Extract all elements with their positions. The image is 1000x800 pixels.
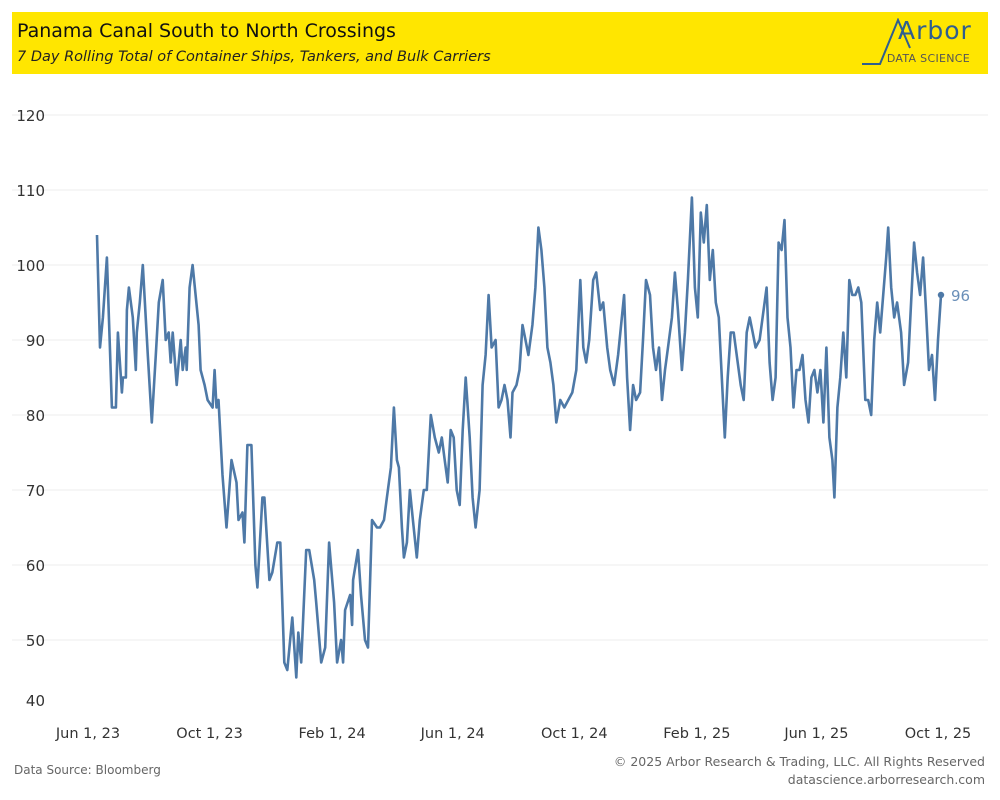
logo-subtitle: DATA SCIENCE [886, 52, 970, 65]
x-tick-label: Jun 1, 23 [55, 726, 120, 742]
y-tick-label: 70 [26, 482, 45, 500]
x-tick-label: Feb 1, 25 [663, 726, 730, 742]
x-tick-label: Oct 1, 23 [176, 726, 243, 742]
end-point-marker [937, 291, 945, 299]
chart-subtitle: 7 Day Rolling Total of Container Ships, … [17, 49, 491, 65]
y-tick-label: 40 [26, 692, 45, 710]
data-source: Data Source: Bloomberg [14, 763, 161, 777]
end-value-label: 96 [951, 287, 970, 305]
logo-word: Arbor [898, 16, 972, 45]
series-line [95, 196, 943, 679]
x-tick-label: Feb 1, 24 [299, 726, 366, 742]
y-tick-label: 100 [16, 257, 45, 275]
y-tick-label: 110 [16, 182, 45, 200]
x-tick-label: Oct 1, 24 [541, 726, 608, 742]
y-tick-label: 60 [26, 557, 45, 575]
logo-mark-icon [862, 18, 911, 65]
footer-credits: © 2025 Arbor Research & Trading, LLC. Al… [614, 753, 985, 789]
x-tick-label: Oct 1, 25 [905, 726, 972, 742]
chart-title: Panama Canal South to North Crossings [17, 20, 396, 42]
website: datascience.arborresearch.com [787, 772, 985, 787]
arbor-logo: Arbor DATA SCIENCE [862, 16, 974, 70]
chart-header: Panama Canal South to North Crossings 7 … [12, 12, 988, 74]
y-tick-label: 120 [16, 107, 45, 125]
x-tick-label: Jun 1, 25 [783, 726, 848, 742]
y-tick-label: 50 [26, 632, 45, 650]
y-tick-label: 80 [26, 407, 45, 425]
copyright: © 2025 Arbor Research & Trading, LLC. Al… [613, 754, 985, 769]
y-tick-label: 90 [26, 332, 45, 350]
x-tick-label: Jun 1, 24 [420, 726, 485, 742]
